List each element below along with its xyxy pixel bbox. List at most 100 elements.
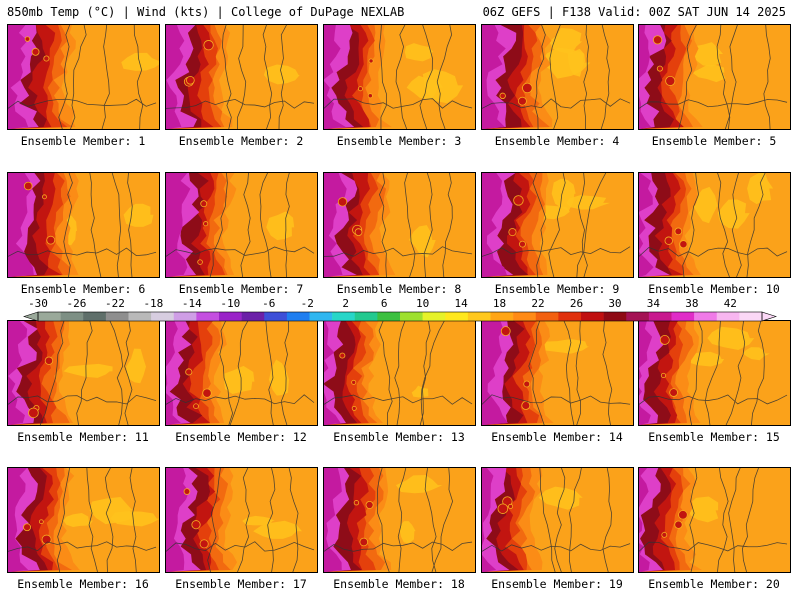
ensemble-member-label: Ensemble Member: 1 [20, 134, 146, 148]
colorbar-tick-label: -10 [220, 297, 240, 310]
colorbar-tick-label: -26 [67, 297, 87, 310]
ensemble-map-panel[interactable] [7, 467, 160, 573]
ensemble-member-label: Ensemble Member: 14 [491, 430, 623, 444]
ensemble-member-label: Ensemble Member: 7 [178, 282, 304, 296]
ensemble-member-label: Ensemble Member: 17 [175, 577, 307, 591]
ensemble-member-label: Ensemble Member: 19 [491, 577, 623, 591]
colorbar-swatch [196, 312, 220, 321]
colorbar-swatch [264, 312, 288, 321]
colorbar-tick-label: -14 [182, 297, 202, 310]
ensemble-map-panel[interactable] [638, 320, 791, 426]
temperature-map [482, 321, 633, 425]
colorbar-swatch [739, 312, 763, 321]
ensemble-member-label: Ensemble Member: 6 [20, 282, 146, 296]
temperature-map [639, 173, 790, 277]
temperature-map [166, 468, 317, 572]
colorbar-swatch [716, 312, 740, 321]
colorbar-tick-label: 34 [647, 297, 661, 310]
ensemble-member-label: Ensemble Member: 3 [336, 134, 462, 148]
ensemble-map-panel[interactable] [638, 467, 791, 573]
colorbar-swatch [309, 312, 333, 321]
temperature-map [324, 321, 475, 425]
colorbar-tick-label: 26 [570, 297, 583, 310]
colorbar-swatch [173, 312, 197, 321]
colorbar-swatch [648, 312, 672, 321]
colorbar-tick-label: -2 [301, 297, 314, 310]
temperature-map [482, 173, 633, 277]
colorbar-swatch [105, 312, 129, 321]
ensemble-map-panel[interactable] [481, 320, 634, 426]
colorbar-tick-label: -22 [105, 297, 125, 310]
colorbar-swatch [219, 312, 242, 321]
ensemble-map-panel[interactable] [7, 172, 160, 278]
colorbar-tick-label: 10 [416, 297, 429, 310]
ensemble-map-panel[interactable] [481, 24, 634, 130]
colorbar-swatch [490, 312, 514, 321]
ensemble-member-label: Ensemble Member: 20 [648, 577, 780, 591]
temperature-map [482, 25, 633, 129]
ensemble-member-label: Ensemble Member: 16 [17, 577, 149, 591]
colorbar-swatch [581, 312, 604, 321]
ensemble-map-panel[interactable] [323, 467, 476, 573]
colorbar-tick-label: 18 [493, 297, 506, 310]
colorbar-tick-label: 22 [531, 297, 544, 310]
ensemble-map-panel[interactable] [323, 24, 476, 130]
colorbar-tick-label: 42 [724, 297, 737, 310]
colorbar-swatch [558, 312, 582, 321]
colorbar-swatch [83, 312, 107, 321]
temperature-map [482, 468, 633, 572]
map-title: 850mb Temp (°C) | Wind (kts) | College o… [7, 5, 405, 19]
ensemble-map-panel[interactable] [323, 320, 476, 426]
ensemble-map-panel[interactable] [323, 172, 476, 278]
temperature-map [639, 25, 790, 129]
colorbar-swatch [694, 312, 718, 321]
temperature-colorbar: -30 -26 -22 -18 -14 -10 -6 -2 2 6 10 14 18 22 26 30 34 38… [23, 297, 777, 322]
colorbar-right-arrow [761, 311, 777, 322]
colorbar-tick-label: 30 [608, 297, 621, 310]
colorbar-swatch [151, 312, 175, 321]
temperature-map [8, 468, 159, 572]
colorbar-swatch [60, 312, 84, 321]
ensemble-map-panel[interactable] [481, 172, 634, 278]
ensemble-member-label: Ensemble Member: 5 [651, 134, 777, 148]
colorbar-tick-label: -30 [28, 297, 48, 310]
temperature-map [8, 173, 159, 277]
colorbar-tick-label: 38 [685, 297, 698, 310]
ensemble-member-label: Ensemble Member: 13 [333, 430, 465, 444]
colorbar-tick-label: -18 [143, 297, 163, 310]
colorbar-tick-label: 14 [454, 297, 468, 310]
ensemble-map-panel[interactable] [165, 467, 318, 573]
ensemble-map-panel[interactable] [638, 172, 791, 278]
colorbar-swatch [377, 312, 401, 321]
ensemble-map-panel[interactable] [165, 172, 318, 278]
temperature-map [8, 25, 159, 129]
ensemble-member-label: Ensemble Member: 18 [333, 577, 465, 591]
temperature-map [324, 25, 475, 129]
colorbar-tick-label: -6 [262, 297, 275, 310]
colorbar-tick-label: 2 [342, 297, 349, 310]
ensemble-member-label: Ensemble Member: 4 [494, 134, 620, 148]
colorbar-swatch [603, 312, 627, 321]
colorbar-swatch [241, 312, 265, 321]
ensemble-map-panel[interactable] [638, 24, 791, 130]
temperature-map [166, 173, 317, 277]
ensemble-map-panel[interactable] [481, 467, 634, 573]
temperature-map [639, 321, 790, 425]
colorbar-swatch [671, 312, 695, 321]
colorbar-swatch [513, 312, 537, 321]
ensemble-map-panel[interactable] [165, 320, 318, 426]
colorbar-swatch [626, 312, 650, 321]
ensemble-member-label: Ensemble Member: 15 [648, 430, 780, 444]
temperature-map [639, 468, 790, 572]
ensemble-member-label: Ensemble Member: 2 [178, 134, 304, 148]
temperature-map [166, 25, 317, 129]
temperature-map [324, 173, 475, 277]
ensemble-map-panel[interactable] [7, 24, 160, 130]
ensemble-map-panel[interactable] [165, 24, 318, 130]
ensemble-map-panel[interactable] [7, 320, 160, 426]
colorbar-swatch [286, 312, 310, 321]
ensemble-member-label: Ensemble Member: 10 [648, 282, 780, 296]
ensemble-member-label: Ensemble Member: 11 [17, 430, 149, 444]
colorbar-swatch [535, 312, 559, 321]
colorbar-swatch [354, 312, 378, 321]
